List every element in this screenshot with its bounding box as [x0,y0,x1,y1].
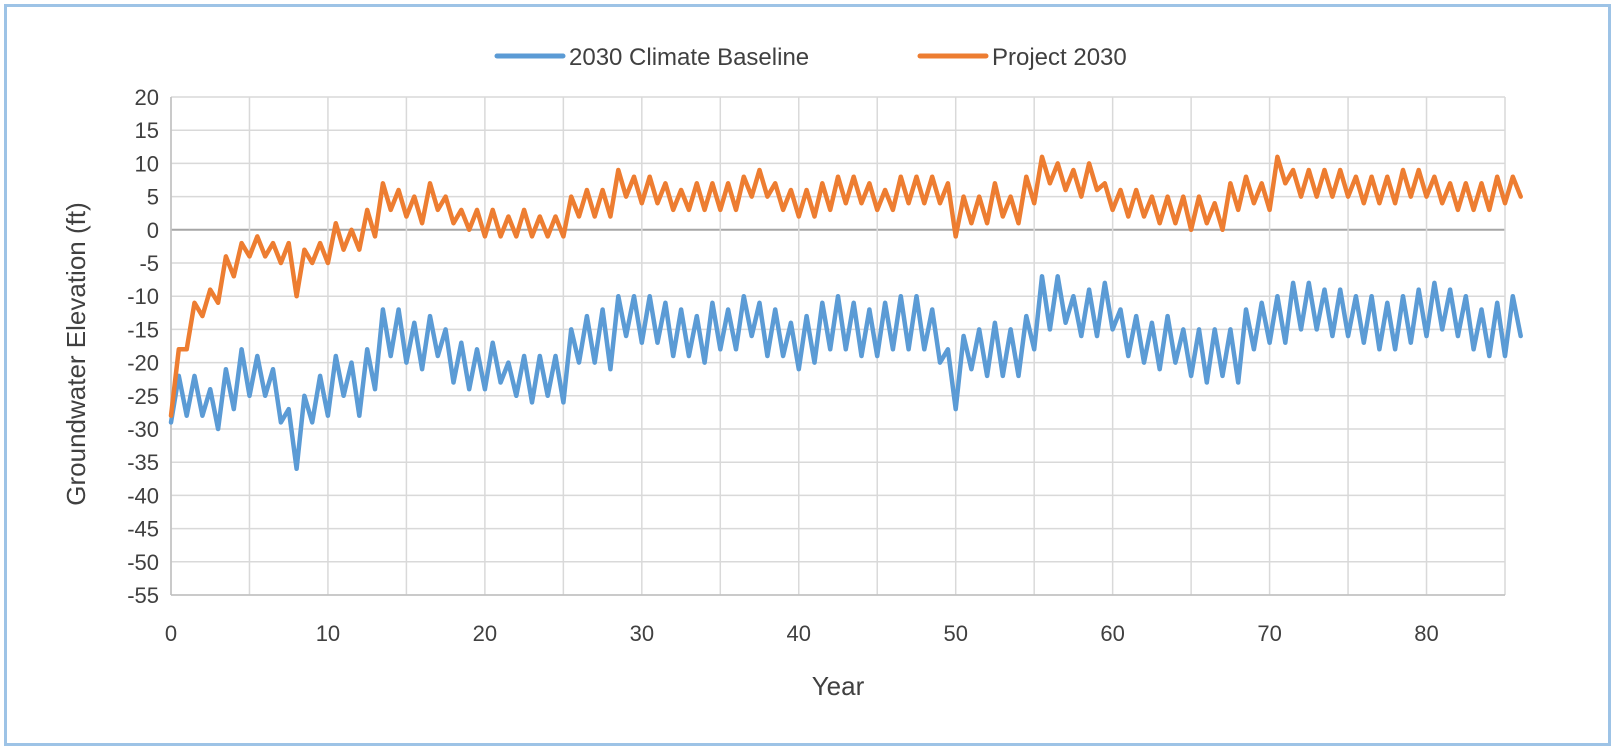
x-tick-label: 0 [165,621,177,646]
x-axis-title: Year [812,671,865,701]
chart-frame: 20 15 10 5 0 -5 -10 -15 -20 -25 -30 -35 -40 -45 -50 -55… [4,4,1611,746]
y-tick-label: -5 [139,251,159,276]
grid [170,96,1506,596]
legend-label: Project 2030 [992,44,1127,71]
x-tick-label: 20 [473,621,497,646]
y-tick-label: -30 [127,417,159,442]
y-tick-label: -15 [127,317,159,342]
y-tick-label: -45 [127,517,159,542]
y-tick-label: 15 [135,118,159,143]
series-lines [168,154,1523,472]
x-tick-label: 50 [943,621,967,646]
y-tick-label: -35 [127,450,159,475]
y-tick-label: -55 [127,583,159,608]
y-tick-labels: 20 15 10 5 0 -5 -10 -15 -20 -25 -30 -35 -40 -45 -50 -55 [127,85,159,608]
x-tick-label: 40 [787,621,811,646]
groundwater-elevation-chart: 20151050-5-10-15-20-25-30-35-40-45-50-55… [61,44,1523,701]
y-tick-label: 5 [147,185,159,210]
x-tick-label: 30 [630,621,654,646]
y-tick-label: -20 [127,351,159,376]
y-tick-label: -10 [127,284,159,309]
legend: 2030 Climate Baseline Project 2030 [494,44,1127,71]
axes [170,97,1505,596]
y-tick-label: 10 [135,151,159,176]
x-tick-label: 10 [316,621,340,646]
x-tick-labels: 0 10 20 30 40 50 60 70 80 [165,621,1439,646]
legend-label: 2030 Climate Baseline [569,44,809,71]
series-line-climate-baseline [168,274,1523,472]
y-tick-label: -50 [127,550,159,575]
series-line-project-2030 [168,154,1523,418]
y-tick-label: 20 [135,85,159,110]
y-axis-title: Groundwater Elevation (ft) [61,202,91,505]
y-tick-label: 0 [147,218,159,243]
x-tick-label: 70 [1257,621,1281,646]
y-tick-label: -25 [127,384,159,409]
y-tick-label: -40 [127,483,159,508]
x-tick-label: 60 [1100,621,1124,646]
x-tick-label: 80 [1414,621,1438,646]
